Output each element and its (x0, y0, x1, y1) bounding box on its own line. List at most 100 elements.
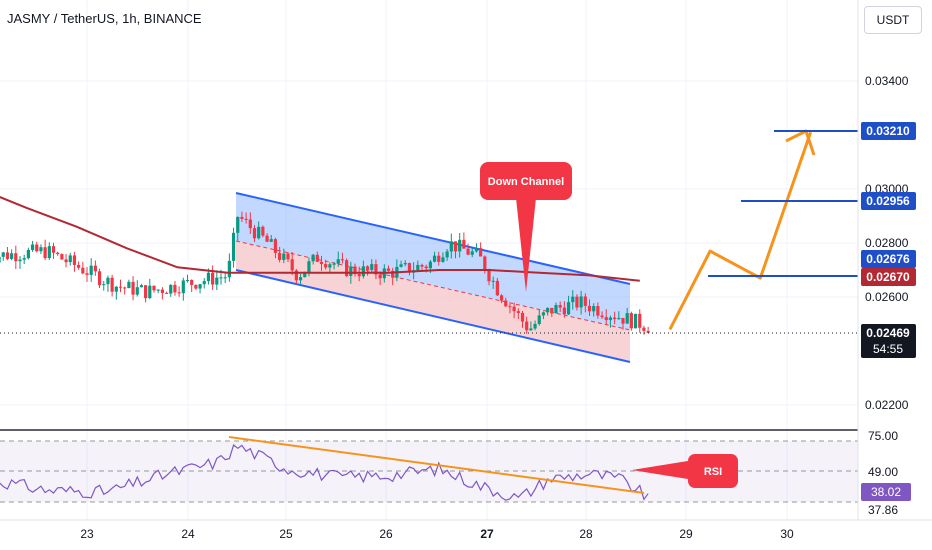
currency-selector[interactable]: USDT (864, 6, 922, 34)
candle-body (617, 317, 621, 320)
candle-body (1, 252, 5, 257)
candle-body (39, 247, 43, 252)
rsi-y-tick: 75.00 (868, 429, 898, 443)
candle-body (613, 317, 617, 320)
candle-body (139, 285, 144, 288)
candle-body (110, 277, 114, 292)
x-tick: 27 (480, 527, 494, 541)
candle-body (290, 259, 294, 271)
candle-body (608, 317, 613, 321)
candle-body (386, 268, 391, 271)
candle-body (35, 244, 39, 252)
candle-body (399, 264, 403, 267)
down-channel-callout: Down Channel (480, 162, 572, 292)
candle-body (106, 277, 110, 285)
candle-body (416, 264, 420, 271)
candle-body (445, 251, 449, 258)
candle-body (474, 248, 479, 252)
candle-body (26, 249, 30, 259)
candle-body (5, 252, 10, 259)
candle-body (173, 284, 177, 293)
candle-body (18, 259, 22, 262)
candle-body (22, 258, 26, 260)
candle-body (194, 284, 198, 289)
x-tick: 30 (780, 527, 794, 541)
candle-body (10, 253, 14, 259)
candle-body (512, 306, 516, 312)
time-axis[interactable]: 23 24 25 26 27 28 29 30 (0, 519, 932, 541)
candle-body (562, 307, 566, 315)
price-axis[interactable]: 0.03400 0.03000 0.02800 0.02600 0.02200 … (857, 0, 916, 520)
candle-body (164, 292, 169, 294)
svg-text:0.02956: 0.02956 (866, 194, 910, 208)
candle-body (420, 264, 424, 267)
projection-path (668, 131, 813, 331)
candle-body (43, 247, 47, 259)
candle-body (529, 328, 533, 331)
candle-body (102, 284, 106, 286)
candle-body (378, 274, 382, 279)
candle-body (424, 266, 428, 269)
candle-body (499, 295, 504, 301)
candle-body (642, 327, 646, 331)
down-channel-label: Down Channel (488, 176, 564, 188)
candle-body (252, 228, 257, 239)
candle-body (236, 216, 240, 233)
candle-body (604, 317, 608, 321)
candle-body (332, 263, 336, 265)
candle-body (81, 267, 85, 274)
candle-body (357, 274, 361, 277)
candle-body (282, 253, 286, 260)
candle-body (621, 317, 625, 324)
candle-body (483, 256, 487, 271)
candle-body (89, 265, 93, 275)
candle-body (219, 277, 223, 279)
candle-body (278, 252, 282, 260)
candle-body (550, 307, 554, 314)
candle-body (470, 251, 474, 255)
candle-body (211, 272, 215, 285)
candle-body (600, 315, 604, 318)
candle-body (227, 260, 231, 278)
candle-body (370, 264, 374, 270)
candle-body (441, 257, 445, 262)
candle-body (520, 312, 525, 322)
candle-body (244, 218, 248, 220)
candle-body (30, 244, 35, 250)
candle-body (319, 261, 324, 265)
price-label-0.03210 (861, 122, 916, 140)
svg-text:0.02670: 0.02670 (866, 270, 910, 284)
candle-body (525, 321, 529, 331)
candle-body (324, 264, 328, 268)
y-tick: 0.03400 (865, 74, 909, 88)
current-price-label (861, 324, 916, 358)
candle-body (587, 305, 592, 312)
candle-body (391, 270, 395, 278)
candle-body (215, 277, 219, 285)
candle-body (596, 306, 600, 316)
candle-body (479, 248, 483, 257)
rsi-y-tick: 49.00 (868, 465, 898, 479)
x-tick: 24 (181, 527, 195, 541)
candle-body (114, 286, 118, 292)
countdown: 54:55 (873, 342, 903, 356)
candle-body (135, 287, 139, 295)
candle-body (537, 315, 541, 324)
candle-body (93, 265, 97, 272)
rsi-pane: RSI (0, 436, 858, 503)
candle-body (177, 292, 181, 294)
candle-body (546, 307, 550, 313)
candle-body (625, 313, 629, 324)
candle-body (629, 313, 633, 329)
rsi-current-label (861, 483, 911, 501)
candle-body (298, 277, 303, 281)
candle-body (491, 280, 495, 282)
candle-body (361, 266, 365, 277)
candle-body (541, 312, 546, 316)
candle-body (286, 253, 290, 260)
candle-body (432, 255, 437, 262)
candle-body (56, 252, 60, 255)
candle-body (558, 305, 562, 308)
svg-text:0.02469: 0.02469 (866, 326, 910, 340)
